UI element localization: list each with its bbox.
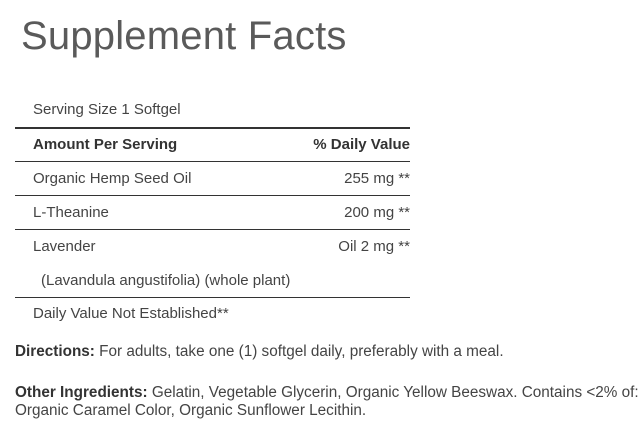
other-ingredients-label: Other Ingredients: [15,384,148,401]
divider [15,195,410,196]
row-subtext: (Lavandula angustifolia) (whole plant) [41,272,291,289]
other-ingredients: Other Ingredients: Gelatin, Vegetable Gl… [15,384,640,420]
header-amount: Amount Per Serving [33,136,178,153]
header-daily-value: % Daily Value [313,136,410,153]
row-amount: 255 mg ** [344,170,410,187]
footnote: Daily Value Not Established** [33,305,229,322]
serving-size: Serving Size 1 Softgel [33,101,181,118]
directions: Directions: For adults, take one (1) sof… [15,343,640,361]
divider [15,127,410,129]
row-name: L-Theanine [33,204,109,221]
row-name: Organic Hemp Seed Oil [33,170,192,187]
directions-label: Directions: [15,343,95,360]
row-amount: Oil 2 mg ** [338,238,410,255]
row-name: Lavender [33,238,96,255]
divider [15,161,410,162]
divider [15,229,410,230]
row-amount: 200 mg ** [344,204,410,221]
page-title: Supplement Facts [21,14,347,58]
directions-text: For adults, take one (1) softgel daily, … [94,343,504,360]
divider [15,297,410,298]
other-ingredients-text: Gelatin, Vegetable Glycerin, Organic Yel… [15,384,639,419]
